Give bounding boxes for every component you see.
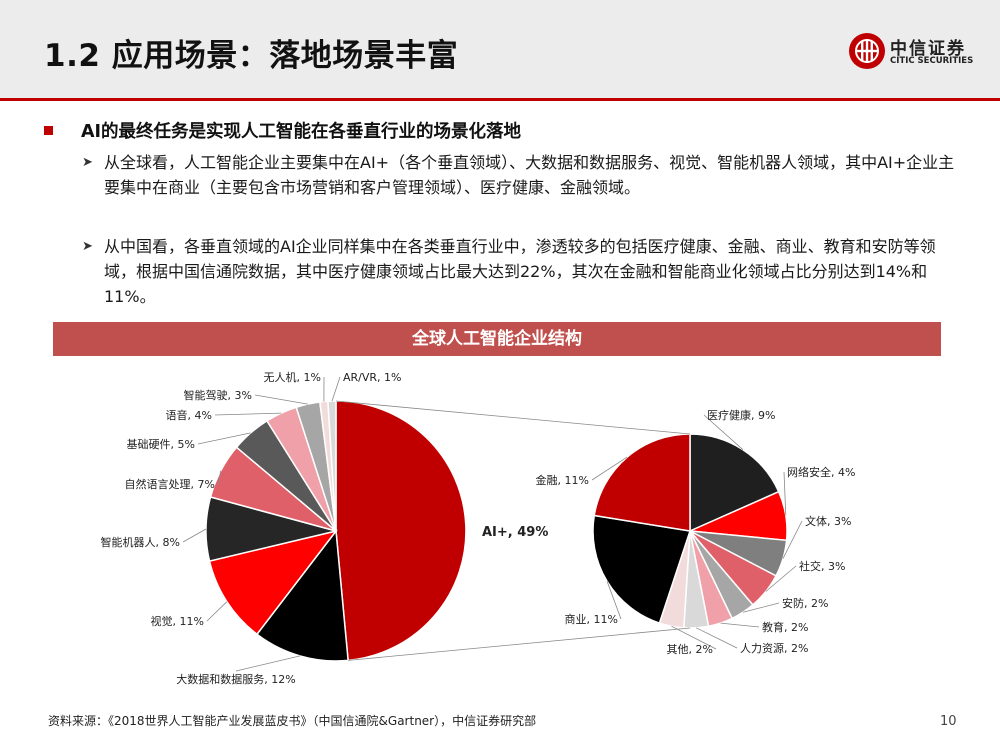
leader-line (206, 601, 228, 622)
main-bullet: AI的最终任务是实现人工智能在各垂直行业的场景化落地 (44, 118, 521, 143)
sub-point: ➤ 从全球看，人工智能企业主要集中在AI+（各个垂直领域）、大数据和数据服务、视… (82, 150, 956, 200)
main-pie-label: 无人机, 1% (264, 370, 321, 384)
breakout-pie-label: 其他, 2% (667, 643, 713, 656)
leader-line (254, 394, 308, 405)
breakout-pie-slice (593, 433, 691, 532)
leader-line (182, 528, 207, 543)
main-pie-label: 自然语言处理, 7% (125, 477, 215, 491)
leader-line (197, 432, 251, 445)
leader-line (606, 581, 622, 620)
source-note: 资料来源：《2018世界人工智能产业发展蓝皮书》（中国信通院&Gartner），… (48, 714, 537, 728)
arrow-bullet-icon: ➤ (82, 239, 93, 254)
breakout-pie-label: 金融, 11% (536, 473, 589, 487)
breakout-pie-label: 商业, 11% (565, 612, 618, 626)
leader-line (591, 456, 628, 481)
main-pie-label: 大数据和数据服务, 12% (176, 672, 295, 686)
main-pie-label: 语音, 4% (166, 408, 212, 422)
main-pie-label: 视觉, 11% (151, 614, 204, 628)
leader-line (696, 627, 738, 649)
main-pie-label: 智能机器人, 8% (101, 535, 180, 549)
logo-english-name: CITIC SECURITIES (890, 56, 974, 66)
citic-logo: 中信证券 CITIC SECURITIES (848, 32, 988, 72)
sub-point-text: 从全球看，人工智能企业主要集中在AI+（各个垂直领域）、大数据和数据服务、视觉、… (104, 153, 955, 197)
logo-name: 中信证券 (890, 39, 966, 59)
leader-line (331, 376, 341, 402)
leader-line (720, 622, 760, 628)
main-pie-label: 智能驾驶, 3% (184, 388, 252, 402)
main-bullet-text: AI的最终任务是实现人工智能在各垂直行业的场景化落地 (81, 122, 522, 142)
chart-title: 全球人工智能企业结构 (53, 322, 941, 356)
breakout-pie-label: 人力资源, 2% (740, 641, 808, 655)
leader-line (742, 602, 780, 613)
leader-line (671, 625, 717, 650)
leader-line (765, 565, 797, 592)
citic-logo-icon (849, 33, 885, 69)
main-pie-label: AI+, 49% (482, 525, 548, 540)
breakout-pie-label: 安防, 2% (782, 596, 828, 610)
connector-line (335, 400, 691, 435)
breakout-pie-label: 社交, 3% (799, 559, 845, 573)
slide-header (0, 0, 1000, 98)
header-divider (0, 98, 1000, 101)
main-pie-slice (335, 400, 467, 662)
main-pie-label: AR/VR, 1% (343, 371, 402, 384)
sub-point: ➤ 从中国看，各垂直领域的AI企业同样集中在各类垂直行业中，渗透较多的包括医疗健… (82, 234, 956, 309)
breakout-pie-label: 医疗健康, 9% (707, 408, 775, 422)
page-number: 10 (940, 714, 957, 729)
leader-line (235, 655, 301, 672)
breakout-pie-slice (592, 514, 691, 625)
arrow-bullet-icon: ➤ (82, 155, 93, 170)
leader-line (703, 414, 744, 450)
square-bullet-icon (44, 125, 53, 135)
leader-line (214, 412, 282, 416)
breakout-pie-slice (689, 433, 780, 533)
breakout-pie-label: 教育, 2% (762, 620, 808, 634)
leader-line (783, 471, 787, 516)
sub-point-text: 从中国看，各垂直领域的AI企业同样集中在各类垂直行业中，渗透较多的包括医疗健康、… (104, 237, 936, 306)
main-pie-slice (255, 529, 349, 662)
connector-line (348, 627, 691, 661)
breakout-pie-label: 文体, 3% (805, 514, 851, 528)
slide-title: 1.2 应用场景：落地场景丰富 (44, 38, 459, 74)
breakout-pie-label: 网络安全, 4% (787, 465, 855, 479)
main-pie-label: 基础硬件, 5% (127, 438, 195, 451)
leader-line (782, 520, 803, 559)
leader-line (217, 470, 222, 485)
